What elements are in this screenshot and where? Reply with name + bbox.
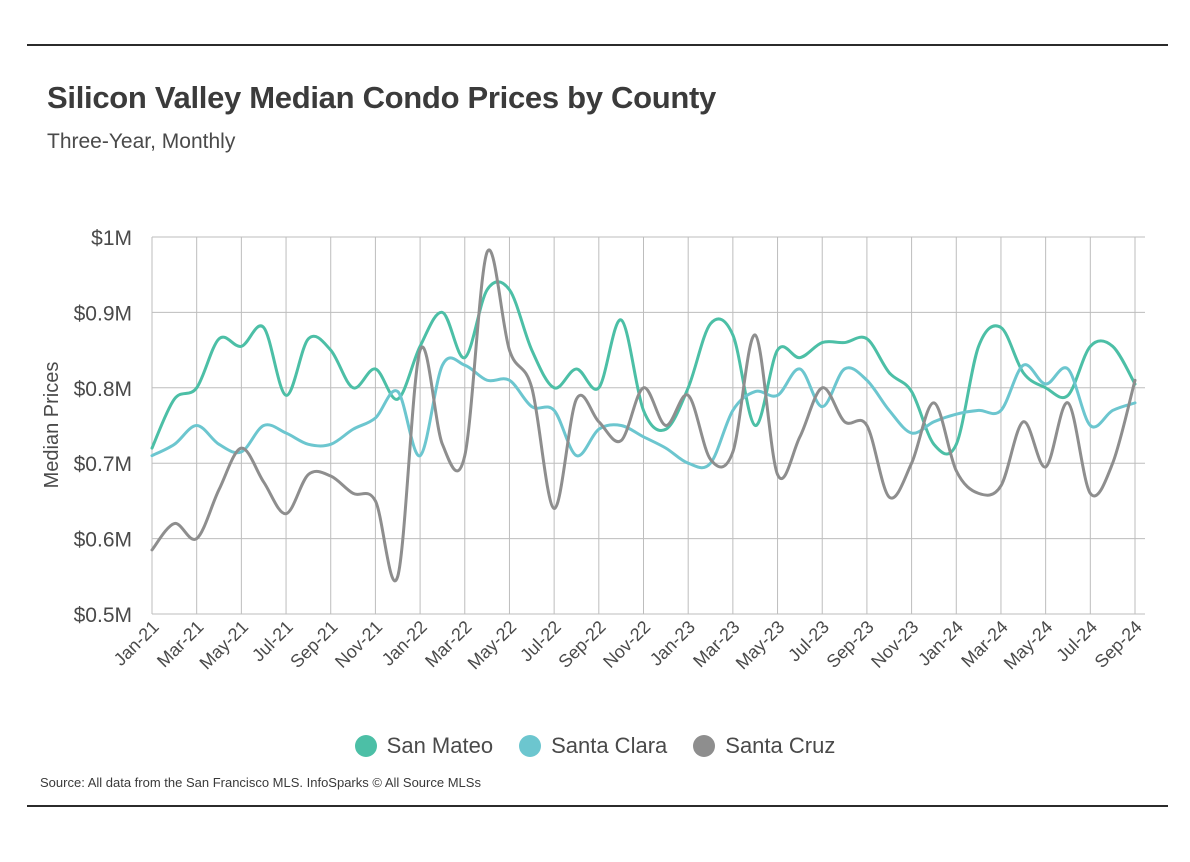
- x-tick-label: Jan-23: [646, 617, 699, 670]
- legend-item-san-mateo: San Mateo: [354, 733, 494, 759]
- x-axis-ticks: Jan-21Mar-21May-21Jul-21Sep-21Nov-21Jan-…: [110, 617, 1146, 674]
- legend-swatch-san-mateo: [354, 735, 377, 757]
- legend-label-san-mateo: San Mateo: [386, 733, 494, 758]
- x-tick-label: Sep-21: [286, 617, 341, 672]
- y-tick-label: $0.7M: [74, 453, 132, 476]
- x-tick-label: May-24: [1000, 617, 1057, 674]
- x-tick-label: May-23: [732, 617, 789, 674]
- y-tick-label: $0.9M: [74, 302, 132, 325]
- series-line-san-mateo: [150, 280, 1137, 456]
- series-line-santa-cruz: [150, 248, 1137, 582]
- legend: San Mateo Santa Clara Santa Cruz: [0, 733, 1190, 759]
- legend-item-santa-clara: Santa Clara: [519, 733, 667, 759]
- legend-label-santa-clara: Santa Clara: [551, 733, 668, 758]
- grid-lines: [151, 236, 1145, 615]
- x-tick-label: Sep-24: [1091, 617, 1146, 672]
- legend-swatch-santa-clara: [519, 735, 542, 757]
- bottom-divider: [27, 805, 1168, 807]
- y-axis-ticks: $1M $0.9M $0.8M $0.7M $0.6M $0.5M: [74, 227, 132, 627]
- line-chart: $1M $0.9M $0.8M $0.7M $0.6M $0.5M Jan-21Mar-2…: [41, 227, 1146, 674]
- series-lines: [150, 248, 1137, 582]
- x-tick-label: May-21: [196, 617, 253, 674]
- x-tick-label: Nov-21: [331, 617, 386, 672]
- x-tick-label: Nov-23: [867, 617, 922, 672]
- x-tick-label: Jan-22: [378, 617, 431, 670]
- chart-title: Silicon Valley Median Condo Prices by Co…: [47, 80, 716, 115]
- y-axis-label: Median Prices: [41, 362, 63, 489]
- legend-label-santa-cruz: Santa Cruz: [725, 733, 836, 758]
- source-note: Source: All data from the San Francisco …: [40, 775, 481, 790]
- legend-item-santa-cruz: Santa Cruz: [693, 733, 835, 759]
- y-tick-label: $1M: [91, 227, 132, 250]
- legend-swatch-santa-cruz: [693, 735, 716, 757]
- y-tick-label: $0.6M: [74, 529, 132, 552]
- x-tick-label: Sep-22: [554, 617, 609, 672]
- series-line-santa-clara: [150, 356, 1137, 470]
- top-divider: [27, 44, 1168, 46]
- x-tick-label: May-22: [464, 617, 521, 674]
- chart-subtitle: Three-Year, Monthly: [47, 130, 236, 153]
- x-tick-label: Sep-23: [823, 617, 878, 672]
- y-tick-label: $0.5M: [74, 604, 132, 627]
- x-tick-label: Jan-24: [914, 617, 967, 670]
- x-tick-label: Nov-22: [599, 617, 654, 672]
- y-tick-label: $0.8M: [74, 378, 132, 401]
